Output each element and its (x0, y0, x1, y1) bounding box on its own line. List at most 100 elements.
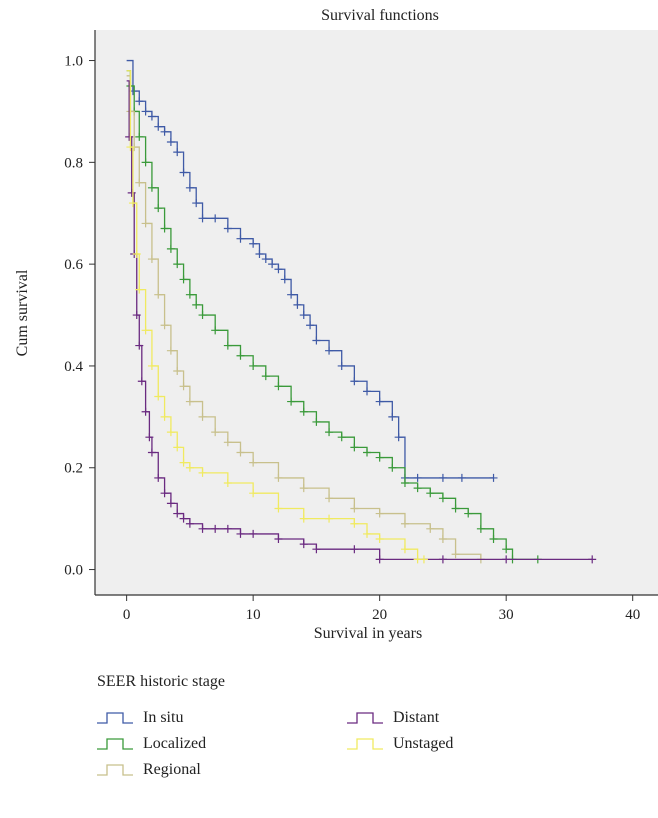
censor-mark-localized (363, 448, 372, 457)
series-line-unstaged (126, 70, 424, 561)
censor-mark-localized (147, 183, 156, 192)
censor-mark-regional (211, 428, 220, 437)
censor-mark-in-situ (147, 112, 156, 121)
censor-mark-regional (154, 290, 163, 299)
censor-mark-localized (476, 524, 485, 533)
censor-mark-unstaged (400, 545, 409, 554)
series-group (125, 59, 597, 564)
censor-mark-distant (141, 407, 150, 416)
censor-mark-in-situ (457, 473, 466, 482)
censor-mark-regional (438, 535, 447, 544)
censor-mark-distant (299, 540, 308, 549)
censor-mark-localized (261, 372, 270, 381)
censor-mark-distant (350, 545, 359, 554)
censor-mark-localized (299, 407, 308, 416)
censor-mark-in-situ (223, 224, 232, 233)
censor-mark-unstaged (325, 514, 334, 523)
censor-mark-regional (160, 321, 169, 330)
x-tick-label: 0 (123, 607, 131, 623)
censor-mark-distant (502, 555, 511, 564)
legend-swatch (97, 738, 133, 750)
censor-mark-unstaged (185, 463, 194, 472)
plot-area (95, 30, 658, 595)
censor-mark-in-situ (255, 249, 264, 258)
censor-mark-regional (426, 524, 435, 533)
censor-mark-in-situ (363, 387, 372, 396)
censor-mark-unstaged (173, 443, 182, 452)
censor-mark-distant (154, 473, 163, 482)
censor-mark-in-situ (135, 97, 144, 106)
censor-mark-localized (198, 311, 207, 320)
censor-mark-in-situ (173, 148, 182, 157)
censor-mark-localized (325, 428, 334, 437)
legend-item-regional: Regional (97, 759, 201, 781)
censor-mark-in-situ (154, 122, 163, 131)
censor-mark-in-situ (293, 300, 302, 309)
censor-mark-localized (438, 494, 447, 503)
censor-mark-localized (223, 341, 232, 350)
legend-label: Unstaged (393, 735, 454, 752)
censor-mark-unstaged (160, 412, 169, 421)
censor-mark-regional (141, 219, 150, 228)
censor-mark-localized (489, 535, 498, 544)
legend: In situ Localized Regional Distant Unstaged (97, 707, 617, 807)
censor-mark-unstaged (126, 143, 135, 152)
x-axis-label: Survival in years (314, 625, 422, 642)
censor-mark-distant (125, 132, 134, 141)
censor-mark-localized (141, 158, 150, 167)
censor-mark-distant (438, 555, 447, 564)
legend-swatch (347, 712, 383, 724)
censor-mark-regional (198, 412, 207, 421)
censor-mark-localized (375, 453, 384, 462)
censor-mark-in-situ (312, 336, 321, 345)
legend-label: Localized (143, 735, 207, 752)
censor-mark-regional (325, 494, 334, 503)
censor-mark-in-situ (337, 361, 346, 370)
censor-mark-distant (145, 433, 154, 442)
legend-item-localized: Localized (97, 733, 206, 755)
y-tick-label: 0.0 (64, 563, 83, 579)
censor-mark-localized (426, 489, 435, 498)
censor-mark-regional (236, 448, 245, 457)
censor-mark-unstaged (363, 529, 372, 538)
censor-mark-regional (135, 178, 144, 187)
censor-mark-in-situ (249, 239, 258, 248)
censor-mark-distant (588, 555, 597, 564)
censor-mark-unstaged (132, 249, 141, 258)
survival-chart: Survival functions 0 10 20 30 40 0.00.20.40.… (14, 7, 658, 642)
censor-mark-localized (179, 275, 188, 284)
censor-mark-distant (173, 509, 182, 518)
censor-mark-localized (413, 484, 422, 493)
censor-mark-unstaged (135, 285, 144, 294)
y-ticks: 0.0 0.2 0.4 0.6 0.8 1.0 (64, 54, 95, 579)
censor-mark-in-situ (268, 260, 277, 269)
censor-mark-localized (160, 224, 169, 233)
legend-item-unstaged: Unstaged (347, 733, 453, 755)
censor-mark-distant (135, 341, 144, 350)
censor-mark-in-situ (306, 321, 315, 330)
censor-mark-distant (166, 499, 175, 508)
censor-mark-in-situ (413, 473, 422, 482)
censor-mark-localized (337, 433, 346, 442)
censor-mark-localized (166, 244, 175, 253)
censor-mark-unstaged (141, 326, 150, 335)
censor-mark-localized (502, 545, 511, 554)
legend-item-distant: Distant (347, 707, 439, 729)
censor-mark-localized (173, 260, 182, 269)
censor-mark-distant (185, 519, 194, 528)
censor-mark-unstaged (350, 519, 359, 528)
censor-mark-localized (464, 509, 473, 518)
legend-swatch (97, 712, 133, 724)
censor-mark-unstaged (166, 428, 175, 437)
censor-mark-in-situ (375, 397, 384, 406)
censor-mark-in-situ (394, 433, 403, 442)
censor-mark-in-situ (280, 275, 289, 284)
censor-mark-localized (185, 290, 194, 299)
censor-mark-localized (154, 204, 163, 213)
x-tick-label: 30 (499, 607, 514, 623)
censor-mark-distant (198, 524, 207, 533)
y-tick-label: 1.0 (64, 54, 83, 70)
censor-mark-in-situ (236, 234, 245, 243)
censor-mark-distant (127, 188, 136, 197)
censor-mark-unstaged (154, 392, 163, 401)
